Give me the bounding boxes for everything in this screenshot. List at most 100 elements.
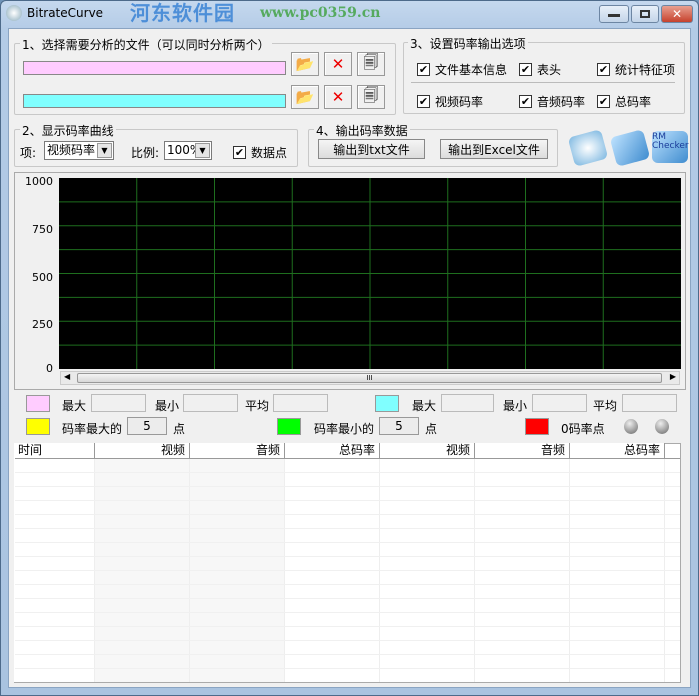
file1-avg-label: 平均 (245, 399, 270, 413)
chevron-down-icon: ▼ (195, 143, 210, 158)
file2-color-swatch (375, 395, 399, 412)
file2-max-value (441, 394, 494, 412)
checkbox[interactable]: ✔ (417, 63, 430, 76)
table-row[interactable] (15, 640, 680, 641)
table-row[interactable] (15, 570, 680, 571)
watermark-url: www.pc0359.cn (260, 5, 381, 21)
scale-select[interactable]: 100% ▼ (164, 141, 212, 160)
export-excel-button[interactable]: 输出到Excel文件 (440, 139, 548, 159)
checkbox[interactable]: ✔ (519, 63, 532, 76)
min-marker-swatch (277, 418, 301, 435)
column-header[interactable]: 视频 (95, 443, 190, 459)
horizontal-scrollbar[interactable]: ◀ III ▶ (60, 371, 680, 385)
rm-checker-icon[interactable]: RM Checker (652, 131, 689, 163)
scale-label: 比例: (131, 146, 160, 160)
file1-max-value (91, 394, 146, 412)
open-file1-button[interactable]: 📂 (291, 52, 319, 76)
item-select-value: 视频码率 (47, 143, 96, 157)
app-icon (6, 5, 22, 21)
file2-max-label: 最大 (412, 399, 437, 413)
table-row[interactable] (15, 514, 680, 515)
table-row[interactable] (15, 542, 680, 543)
max-count-field[interactable]: 5 (127, 417, 167, 435)
table-row[interactable] (15, 654, 680, 655)
table-row[interactable] (15, 486, 680, 487)
zero-marker-swatch (525, 418, 549, 435)
option-audio-bitrate[interactable]: ✔ 音频码率 (519, 93, 585, 110)
zero-marker-label: 0码率点 (561, 422, 605, 436)
checkbox[interactable]: ✔ (233, 146, 246, 159)
option-label: 统计特征项 (615, 63, 676, 77)
clear-file2-button[interactable]: ✕ (324, 85, 352, 109)
folder-open-icon: 📂 (295, 88, 315, 106)
table-row[interactable] (15, 556, 680, 557)
maximize-button[interactable] (631, 5, 659, 23)
option-statistics[interactable]: ✔ 统计特征项 (597, 61, 675, 78)
option-label: 表头 (537, 63, 562, 77)
chevron-down-icon: ▼ (97, 143, 112, 158)
properties-icon: 🗐 (363, 52, 379, 71)
option-total-bitrate[interactable]: ✔ 总码率 (597, 93, 651, 110)
file1-avg-value (273, 394, 328, 412)
option-label: 总码率 (615, 95, 652, 109)
scrollbar-thumb[interactable]: III (77, 373, 662, 383)
file2-path-field[interactable] (23, 94, 286, 108)
option-video-bitrate[interactable]: ✔ 视频码率 (417, 93, 483, 110)
table-row[interactable] (15, 626, 680, 627)
table-row[interactable] (15, 668, 680, 669)
file1-info-button[interactable]: 🗐 (357, 52, 385, 76)
column-header[interactable]: 音频 (475, 443, 570, 459)
table-row[interactable] (15, 472, 680, 473)
item-label: 项: (20, 146, 37, 160)
output-options-group (403, 42, 685, 114)
column-header[interactable]: 时间 (14, 443, 95, 459)
min-count-field[interactable]: 5 (379, 417, 419, 435)
file-select-legend: 1、选择需要分析的文件（可以同时分析两个） (20, 36, 272, 53)
datapoints-checkbox[interactable]: ✔ 数据点 (233, 144, 287, 161)
delete-icon: ✕ (331, 88, 345, 106)
y-tick-label: 500 (32, 270, 53, 284)
close-button[interactable]: ✕ (661, 5, 693, 23)
header-divider (15, 458, 680, 459)
column-header[interactable]: 音频 (190, 443, 285, 459)
max-marker-label: 码率最大的 (62, 422, 123, 436)
column-header[interactable]: 总码率 (285, 443, 380, 459)
curve-display-legend: 2、显示码率曲线 (20, 122, 116, 139)
checkbox[interactable]: ✔ (597, 95, 610, 108)
export-group (308, 129, 558, 167)
min-marker-label: 码率最小的 (314, 422, 375, 436)
file1-max-label: 最大 (62, 399, 87, 413)
table-row[interactable] (15, 612, 680, 613)
scroll-left-icon[interactable]: ◀ (64, 372, 71, 381)
checkbox[interactable]: ✔ (417, 95, 430, 108)
option-label: 视频码率 (435, 95, 484, 109)
max-unit-label: 点 (173, 422, 186, 436)
divider (411, 82, 675, 83)
checkbox[interactable]: ✔ (519, 95, 532, 108)
item-select[interactable]: 视频码率 ▼ (44, 141, 114, 160)
option-header[interactable]: ✔ 表头 (519, 61, 561, 78)
export-txt-button[interactable]: 输出到txt文件 (318, 139, 425, 159)
table-row[interactable] (15, 528, 680, 529)
window-title: BitrateCurve (27, 6, 104, 20)
folder-open-icon: 📂 (295, 55, 315, 73)
file2-info-button[interactable]: 🗐 (357, 85, 385, 109)
properties-icon: 🗐 (363, 85, 379, 104)
clear-file1-button[interactable]: ✕ (324, 52, 352, 76)
table-row[interactable] (15, 500, 680, 501)
scroll-right-icon[interactable]: ▶ (669, 372, 676, 381)
file1-path-field[interactable] (23, 61, 286, 75)
y-tick-label: 250 (32, 318, 53, 332)
table-row[interactable] (15, 584, 680, 585)
open-file2-button[interactable]: 📂 (291, 85, 319, 109)
table-row[interactable] (15, 598, 680, 599)
column-header[interactable]: 总码率 (570, 443, 665, 459)
minimize-button[interactable] (599, 5, 629, 23)
column-header[interactable]: 视频 (380, 443, 475, 459)
file1-min-label: 最小 (155, 399, 180, 413)
max-marker-swatch (26, 418, 50, 435)
curve-display-group (14, 129, 298, 167)
option-label: 文件基本信息 (435, 63, 508, 77)
checkbox[interactable]: ✔ (597, 63, 610, 76)
option-file-info[interactable]: ✔ 文件基本信息 (417, 61, 507, 78)
